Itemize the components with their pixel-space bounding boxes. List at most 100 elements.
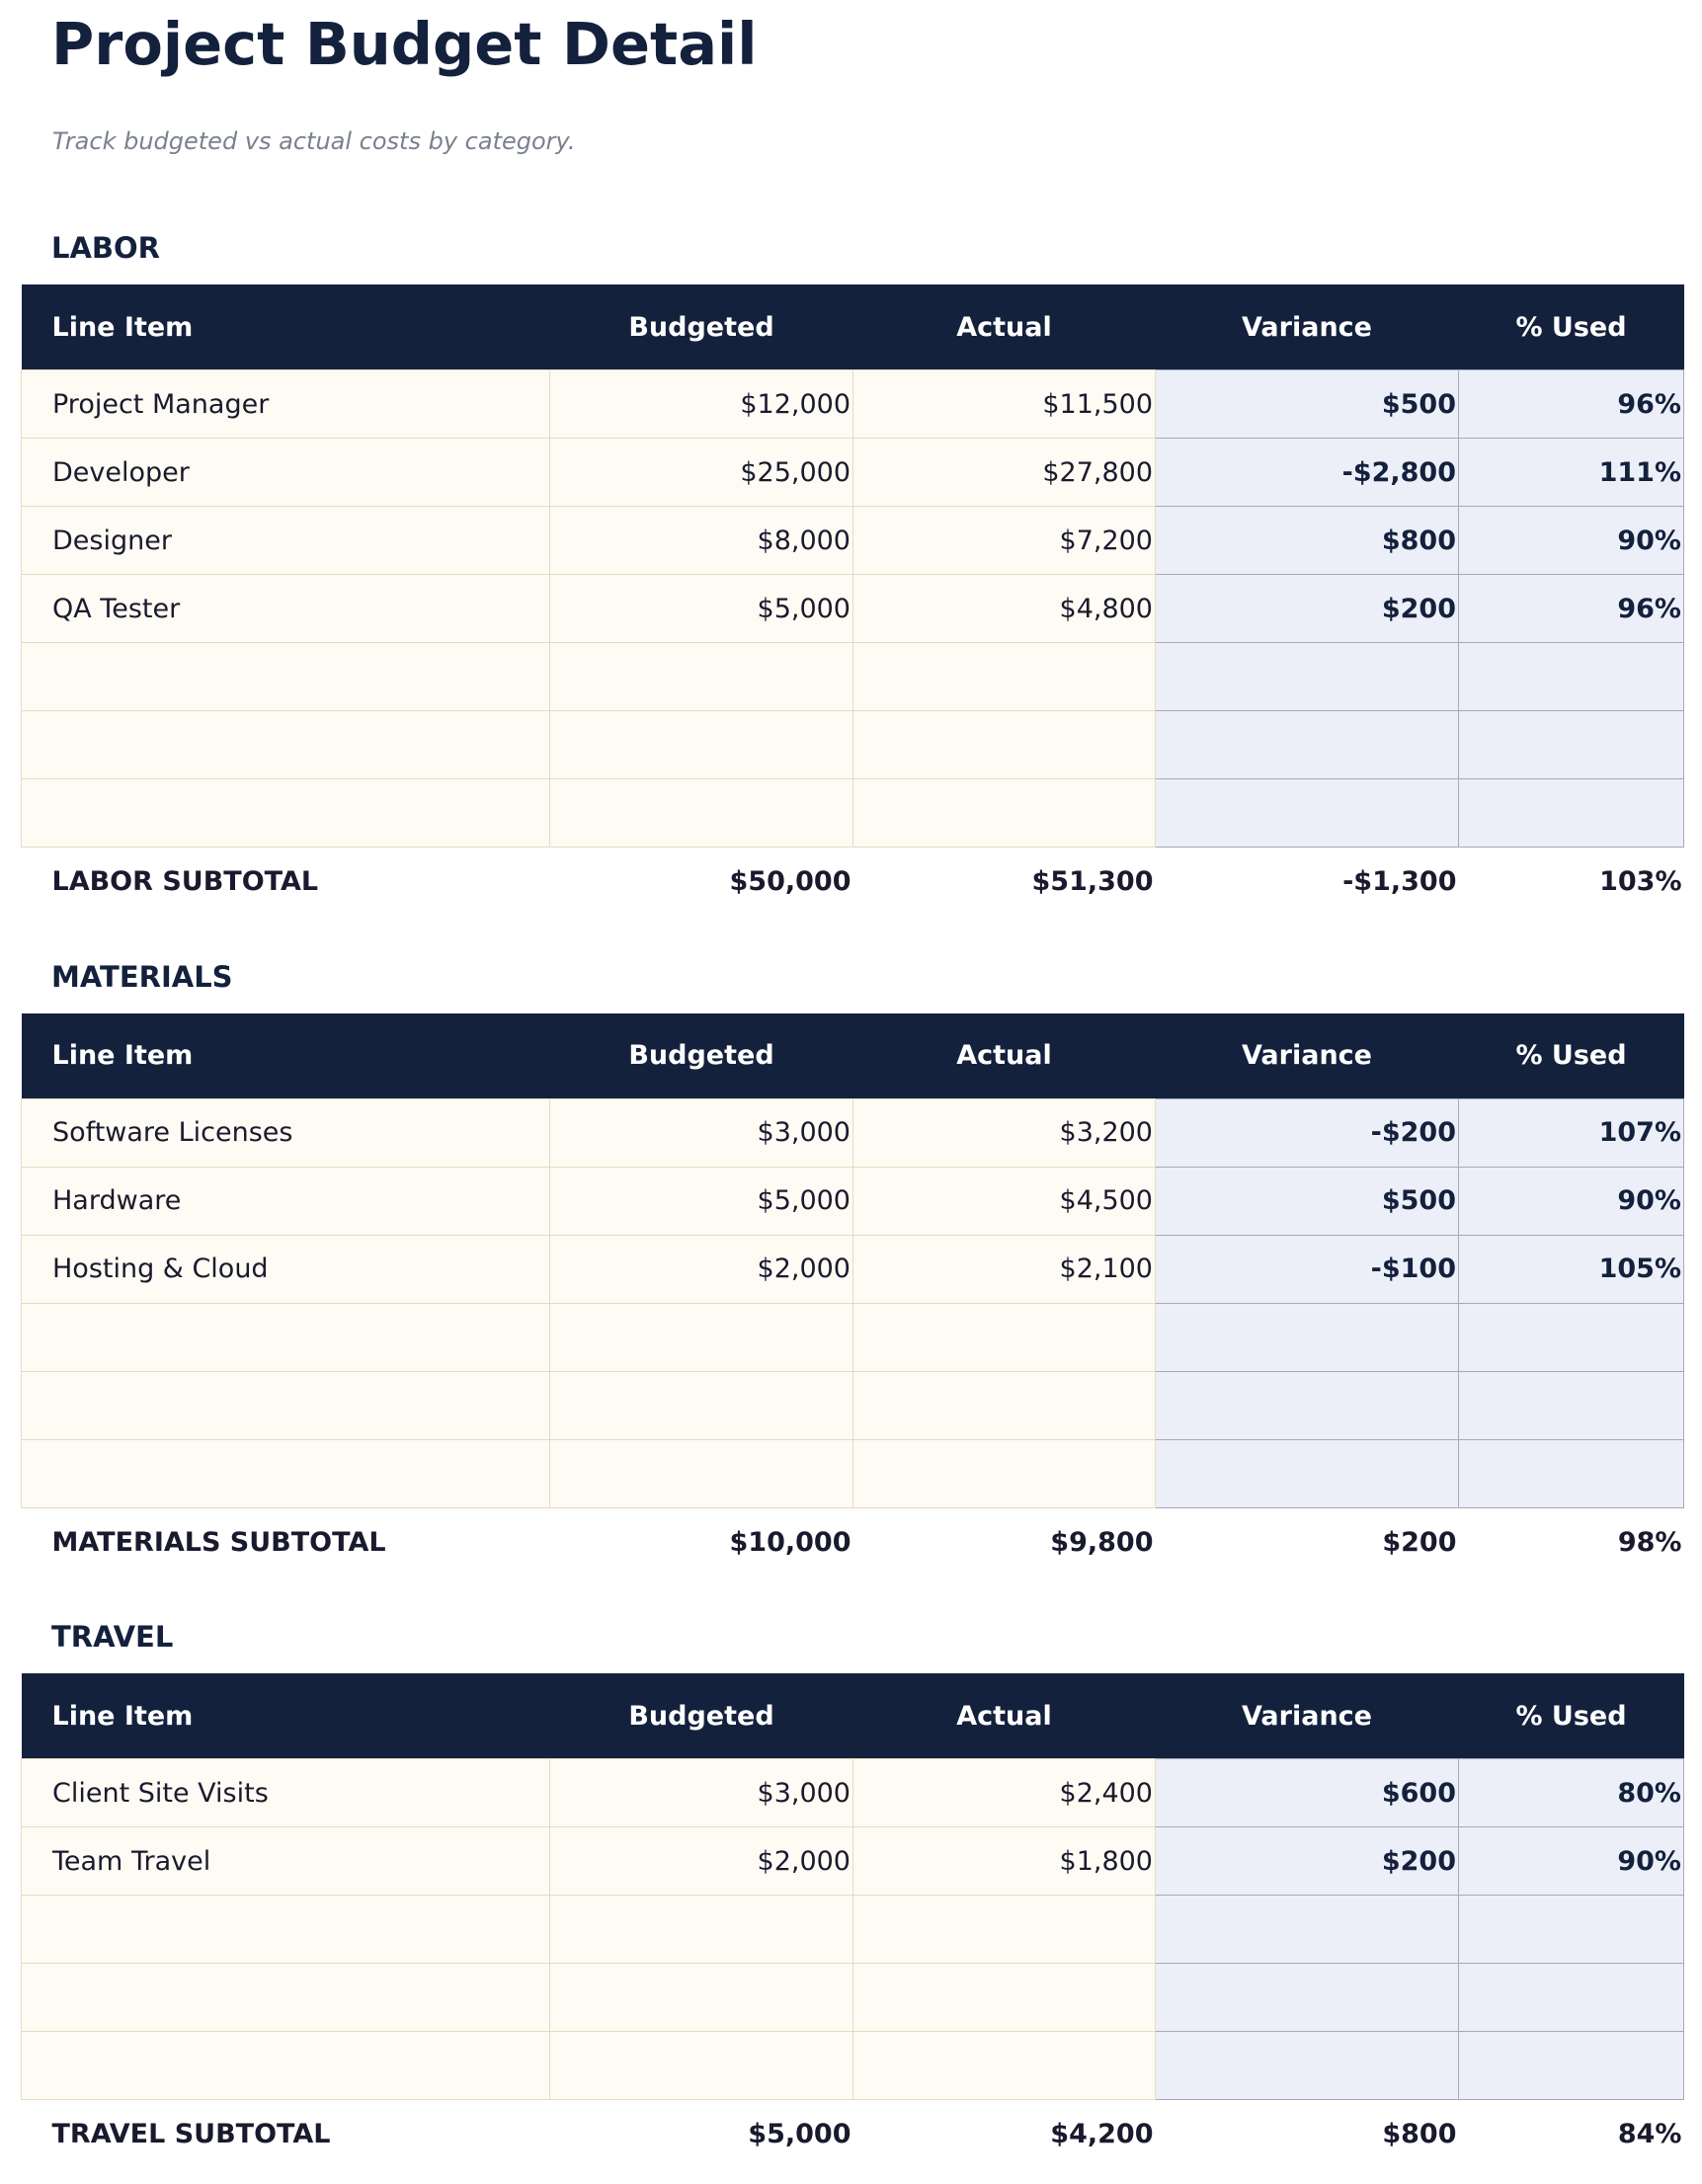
subtotal-row: TRAVEL SUBTOTAL $5,000 $4,200 $800 84%: [21, 2099, 1684, 2169]
empty-cell: [549, 1895, 853, 1964]
cell: $2,000: [549, 1234, 853, 1304]
empty-cell: [1155, 1302, 1459, 1372]
empty-cell: [1155, 1963, 1459, 2032]
line-item-row: Designer $8,000 $7,200 $800 90%: [21, 506, 1684, 575]
empty-cell: [1458, 1302, 1684, 1372]
cell: -$2,800: [1155, 438, 1459, 507]
subtotal-cell: -$1,300: [1155, 847, 1459, 917]
cell: $8,000: [549, 506, 853, 575]
cell: 90%: [1458, 1826, 1684, 1896]
table-body: Client Site Visits $3,000 $2,400 $600 80% Tea…: [21, 1758, 1684, 2169]
empty-cell: [1458, 710, 1684, 779]
empty-cell: [21, 778, 550, 848]
subtotal-cell: LABOR SUBTOTAL: [21, 847, 550, 917]
section: MATERIALS Line Item Budgeted Actual Variance…: [21, 959, 1684, 1577]
cell: $25,000: [549, 438, 853, 507]
cell: Developer: [21, 438, 550, 507]
cell: $500: [1155, 1166, 1459, 1236]
empty-cell: [549, 1438, 853, 1508]
empty-cell: [852, 642, 1156, 711]
column-header: Budgeted: [549, 1673, 853, 1759]
cell: Software Licenses: [21, 1097, 550, 1168]
header-row: Line Item Budgeted Actual Variance% Used: [21, 284, 1684, 370]
subtotal-cell: MATERIALS SUBTOTAL: [21, 1507, 550, 1577]
section: TRAVEL Line Item Budgeted Actual Variance% U…: [21, 1622, 1684, 2169]
cell: $3,000: [549, 1758, 853, 1827]
cell: $2,100: [852, 1234, 1156, 1304]
cell: Hosting & Cloud: [21, 1234, 550, 1304]
cell: $11,500: [852, 369, 1156, 439]
empty-row: [21, 1895, 1684, 1964]
cell: $5,000: [549, 1166, 853, 1236]
empty-cell: [1155, 778, 1459, 848]
empty-cell: [21, 1438, 550, 1508]
budget-table: Line Item Budgeted Actual Variance% Used Cli…: [21, 1673, 1684, 2169]
column-header: Line Item: [21, 1012, 550, 1098]
line-item-row: Hosting & Cloud $2,000 $2,100 -$100 105%: [21, 1234, 1684, 1304]
cell: $5,000: [549, 574, 853, 643]
cell: $4,800: [852, 574, 1156, 643]
subtotal-cell: 103%: [1458, 847, 1684, 917]
cell: Hardware: [21, 1166, 550, 1236]
empty-cell: [852, 778, 1156, 848]
header-row: Line Item Budgeted Actual Variance% Used: [21, 1673, 1684, 1759]
cell: $27,800: [852, 438, 1156, 507]
cell: $1,800: [852, 1826, 1156, 1896]
column-header: Variance: [1155, 284, 1459, 370]
empty-cell: [1458, 2031, 1684, 2100]
empty-row: [21, 1302, 1684, 1372]
cell: $3,200: [852, 1097, 1156, 1168]
subtotal-row: MATERIALS SUBTOTAL $10,000 $9,800 $200 98%: [21, 1507, 1684, 1577]
empty-cell: [1458, 778, 1684, 848]
line-item-row: Software Licenses $3,000 $3,200 -$200 107%: [21, 1097, 1684, 1168]
line-item-row: Client Site Visits $3,000 $2,400 $600 80%: [21, 1758, 1684, 1827]
line-item-row: Developer $25,000 $27,800 -$2,800 111%: [21, 438, 1684, 507]
line-item-row: QA Tester $5,000 $4,800 $200 96%: [21, 574, 1684, 643]
cell: Project Manager: [21, 369, 550, 439]
subtotal-cell: TRAVEL SUBTOTAL: [21, 2099, 550, 2169]
empty-cell: [852, 1438, 1156, 1508]
line-item-row: Team Travel $2,000 $1,800 $200 90%: [21, 1826, 1684, 1896]
cell: $800: [1155, 506, 1459, 575]
column-header: % Used: [1458, 284, 1684, 370]
cell: $600: [1155, 1758, 1459, 1827]
subtotal-cell: $9,800: [852, 1507, 1156, 1577]
cell: $200: [1155, 1826, 1459, 1896]
empty-cell: [852, 1895, 1156, 1964]
empty-cell: [549, 1963, 853, 2032]
cell: Designer: [21, 506, 550, 575]
cell: 80%: [1458, 1758, 1684, 1827]
empty-row: [21, 710, 1684, 779]
empty-cell: [21, 2031, 550, 2100]
empty-cell: [852, 710, 1156, 779]
empty-cell: [1155, 1438, 1459, 1508]
empty-cell: [1458, 1895, 1684, 1964]
cell: $200: [1155, 574, 1459, 643]
cell: $4,500: [852, 1166, 1156, 1236]
subtotal-cell: $10,000: [549, 1507, 853, 1577]
budget-table: Line Item Budgeted Actual Variance% Used Pro…: [21, 284, 1684, 917]
empty-cell: [21, 642, 550, 711]
empty-cell: [1458, 1963, 1684, 2032]
column-header: % Used: [1458, 1012, 1684, 1098]
empty-row: [21, 2031, 1684, 2100]
subtotal-cell: $50,000: [549, 847, 853, 917]
empty-row: [21, 778, 1684, 848]
empty-cell: [852, 1302, 1156, 1372]
cell: $2,400: [852, 1758, 1156, 1827]
subtotal-row: LABOR SUBTOTAL $50,000 $51,300 -$1,300 103%: [21, 847, 1684, 917]
empty-cell: [1458, 1370, 1684, 1440]
table-body: Project Manager $12,000 $11,500 $500 96% Deve…: [21, 369, 1684, 917]
cell: -$200: [1155, 1097, 1459, 1168]
cell: 96%: [1458, 574, 1684, 643]
empty-cell: [549, 1302, 853, 1372]
header-row: Line Item Budgeted Actual Variance% Used: [21, 1012, 1684, 1098]
subtitle: Track budgeted vs actual costs by catego…: [52, 127, 576, 155]
section: LABOR Line Item Budgeted Actual Variance% Us…: [21, 233, 1684, 917]
cell: $500: [1155, 369, 1459, 439]
empty-row: [21, 1438, 1684, 1508]
empty-cell: [21, 710, 550, 779]
section-heading: MATERIALS: [51, 959, 233, 994]
cell: Team Travel: [21, 1826, 550, 1896]
